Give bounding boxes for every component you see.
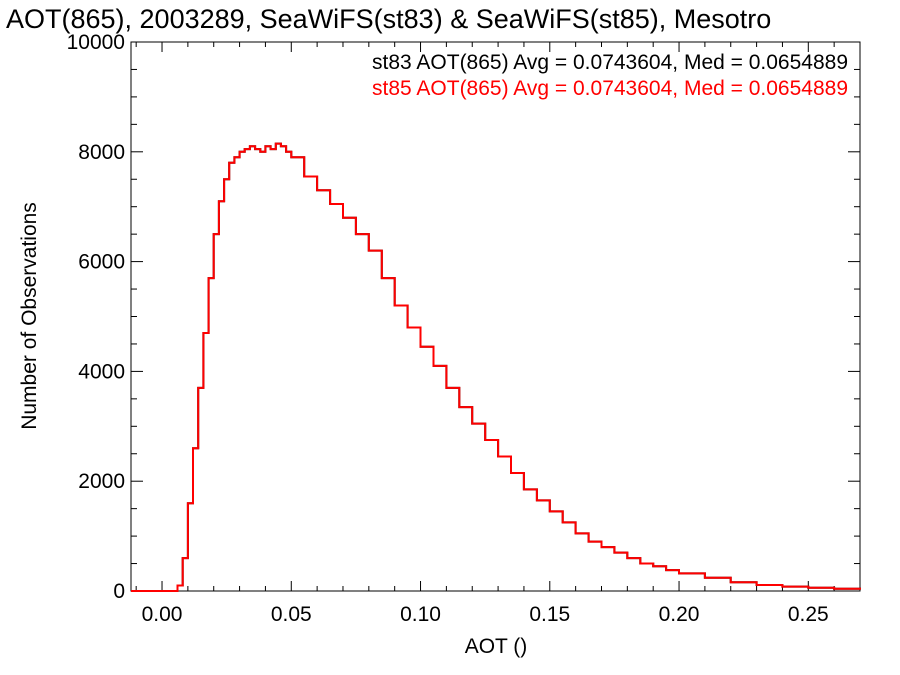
series-st83-line — [131, 142, 861, 592]
y-axis-label: Number of Observations — [18, 202, 41, 430]
y-tick-label: 0 — [113, 580, 125, 603]
y-tick-label: 2000 — [78, 470, 125, 493]
plot-frame — [130, 41, 861, 592]
x-tick-label: 0.00 — [142, 603, 183, 626]
y-tick-label: 6000 — [78, 251, 125, 274]
plot-area: 0.00 0.05 0.10 0.15 0.20 0.25 0 2000 4000 6000 800… — [67, 31, 861, 626]
x-tick-label: 0.20 — [659, 603, 700, 626]
annotation-st85: st85 AOT(865) Avg = 0.0743604, Med = 0.0… — [372, 77, 848, 100]
x-tick-label: 0.05 — [271, 603, 312, 626]
series-st85-line — [131, 142, 861, 592]
x-tick-label: 0.25 — [788, 603, 829, 626]
y-tick-label: 4000 — [78, 360, 125, 383]
x-tick-label: 0.15 — [529, 603, 570, 626]
chart-title: AOT(865), 2003289, SeaWiFS(st83) & SeaWi… — [6, 4, 771, 34]
y-tick-label: 8000 — [78, 141, 125, 164]
x-axis-label: AOT () — [465, 635, 528, 658]
series-layer — [131, 142, 861, 592]
y-tick-label: 10000 — [67, 31, 125, 54]
x-tick-label: 0.10 — [400, 603, 441, 626]
annotation-st83: st83 AOT(865) Avg = 0.0743604, Med = 0.0… — [372, 51, 848, 74]
